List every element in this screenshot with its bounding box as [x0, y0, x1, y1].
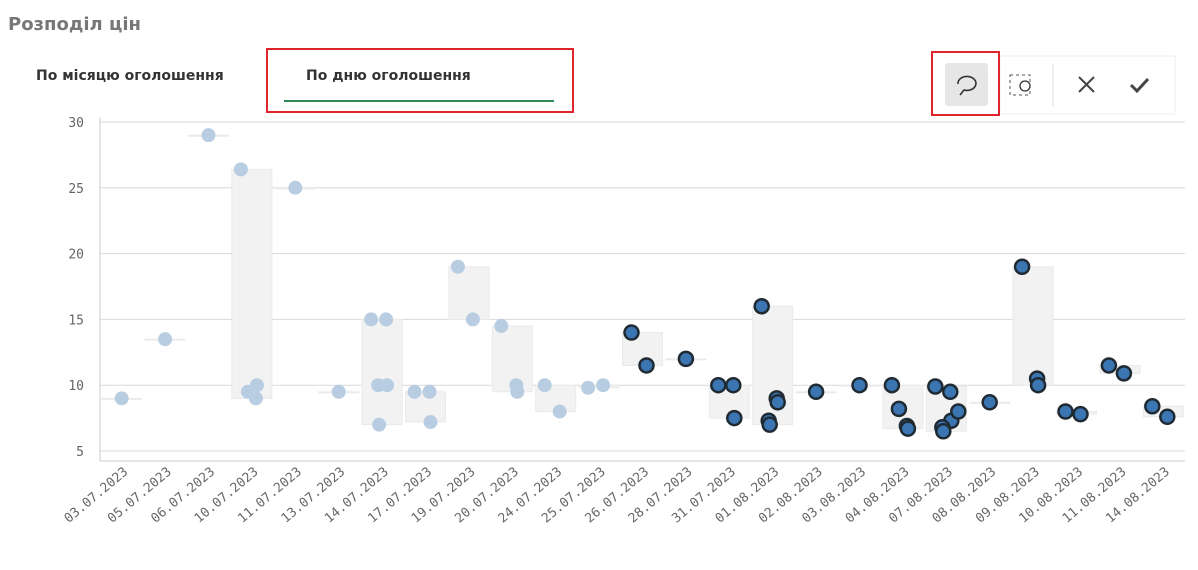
data-point: [935, 423, 952, 440]
data-point: [883, 376, 901, 394]
y-tick-label: 20: [68, 248, 84, 263]
data-point: [407, 384, 422, 399]
data-point: [899, 420, 917, 437]
data-point: [1100, 357, 1118, 374]
data-point: [158, 332, 173, 347]
data-point: [950, 403, 967, 420]
data-point: [201, 128, 216, 143]
data-point: [240, 384, 255, 399]
data-point: [726, 409, 743, 427]
highlight-box: [266, 48, 574, 113]
data-point: [450, 259, 465, 274]
data-point: [769, 394, 786, 411]
lasso-button[interactable]: [945, 63, 988, 106]
data-point: [753, 297, 770, 315]
data-point: [942, 383, 959, 401]
range-box: [361, 318, 403, 426]
data-point: [364, 312, 379, 327]
tab[interactable]: По місяцю оголошення: [36, 68, 224, 84]
data-point: [1057, 403, 1074, 420]
data-point: [1115, 365, 1133, 382]
confirm-button[interactable]: [1129, 77, 1150, 94]
chart: 5101520253003.07.202305.07.202306.07.202…: [62, 116, 1185, 526]
data-point: [510, 384, 525, 399]
data-point: [927, 378, 944, 395]
data-point: [288, 180, 303, 195]
data-point: [807, 383, 825, 401]
data-point: [379, 312, 394, 327]
highlight-box: [931, 51, 1000, 116]
y-tick-label: 25: [68, 182, 84, 197]
data-point: [371, 378, 386, 393]
data-point: [1144, 398, 1161, 415]
data-point: [638, 357, 655, 374]
range-box: [1012, 266, 1054, 386]
data-point: [710, 376, 727, 394]
data-point: [422, 384, 437, 399]
data-point: [1159, 408, 1176, 426]
cancel-button[interactable]: [1078, 76, 1095, 93]
data-point: [331, 384, 346, 399]
data-point: [581, 380, 596, 395]
data-point: [114, 391, 129, 406]
data-point: [890, 400, 908, 418]
data-point: [1072, 405, 1089, 423]
sheet-title: Розподіл цін: [8, 14, 141, 35]
y-tick-label: 15: [68, 313, 84, 328]
y-tick-label: 10: [68, 379, 84, 394]
data-point: [537, 378, 552, 393]
lasso-icon: [957, 75, 977, 96]
data-point: [552, 404, 567, 419]
range-box: [448, 266, 490, 320]
range-box: [231, 168, 273, 399]
data-point: [761, 416, 778, 433]
data-point: [423, 415, 438, 430]
y-tick-label: 30: [68, 116, 84, 131]
data-point: [981, 394, 998, 411]
y-tick-label: 5: [76, 445, 84, 460]
data-point: [465, 312, 480, 327]
data-point: [851, 376, 868, 394]
data-point: [494, 318, 509, 333]
data-point: [1013, 258, 1031, 276]
data-point: [623, 324, 640, 341]
data-point: [1029, 376, 1047, 394]
data-point: [233, 162, 248, 177]
data-point: [677, 350, 695, 368]
clear-icon: [1019, 80, 1031, 92]
data-point: [725, 376, 742, 394]
data-point: [372, 417, 387, 432]
tab-active[interactable]: По дню оголошення: [306, 68, 471, 84]
data-point: [596, 378, 611, 393]
